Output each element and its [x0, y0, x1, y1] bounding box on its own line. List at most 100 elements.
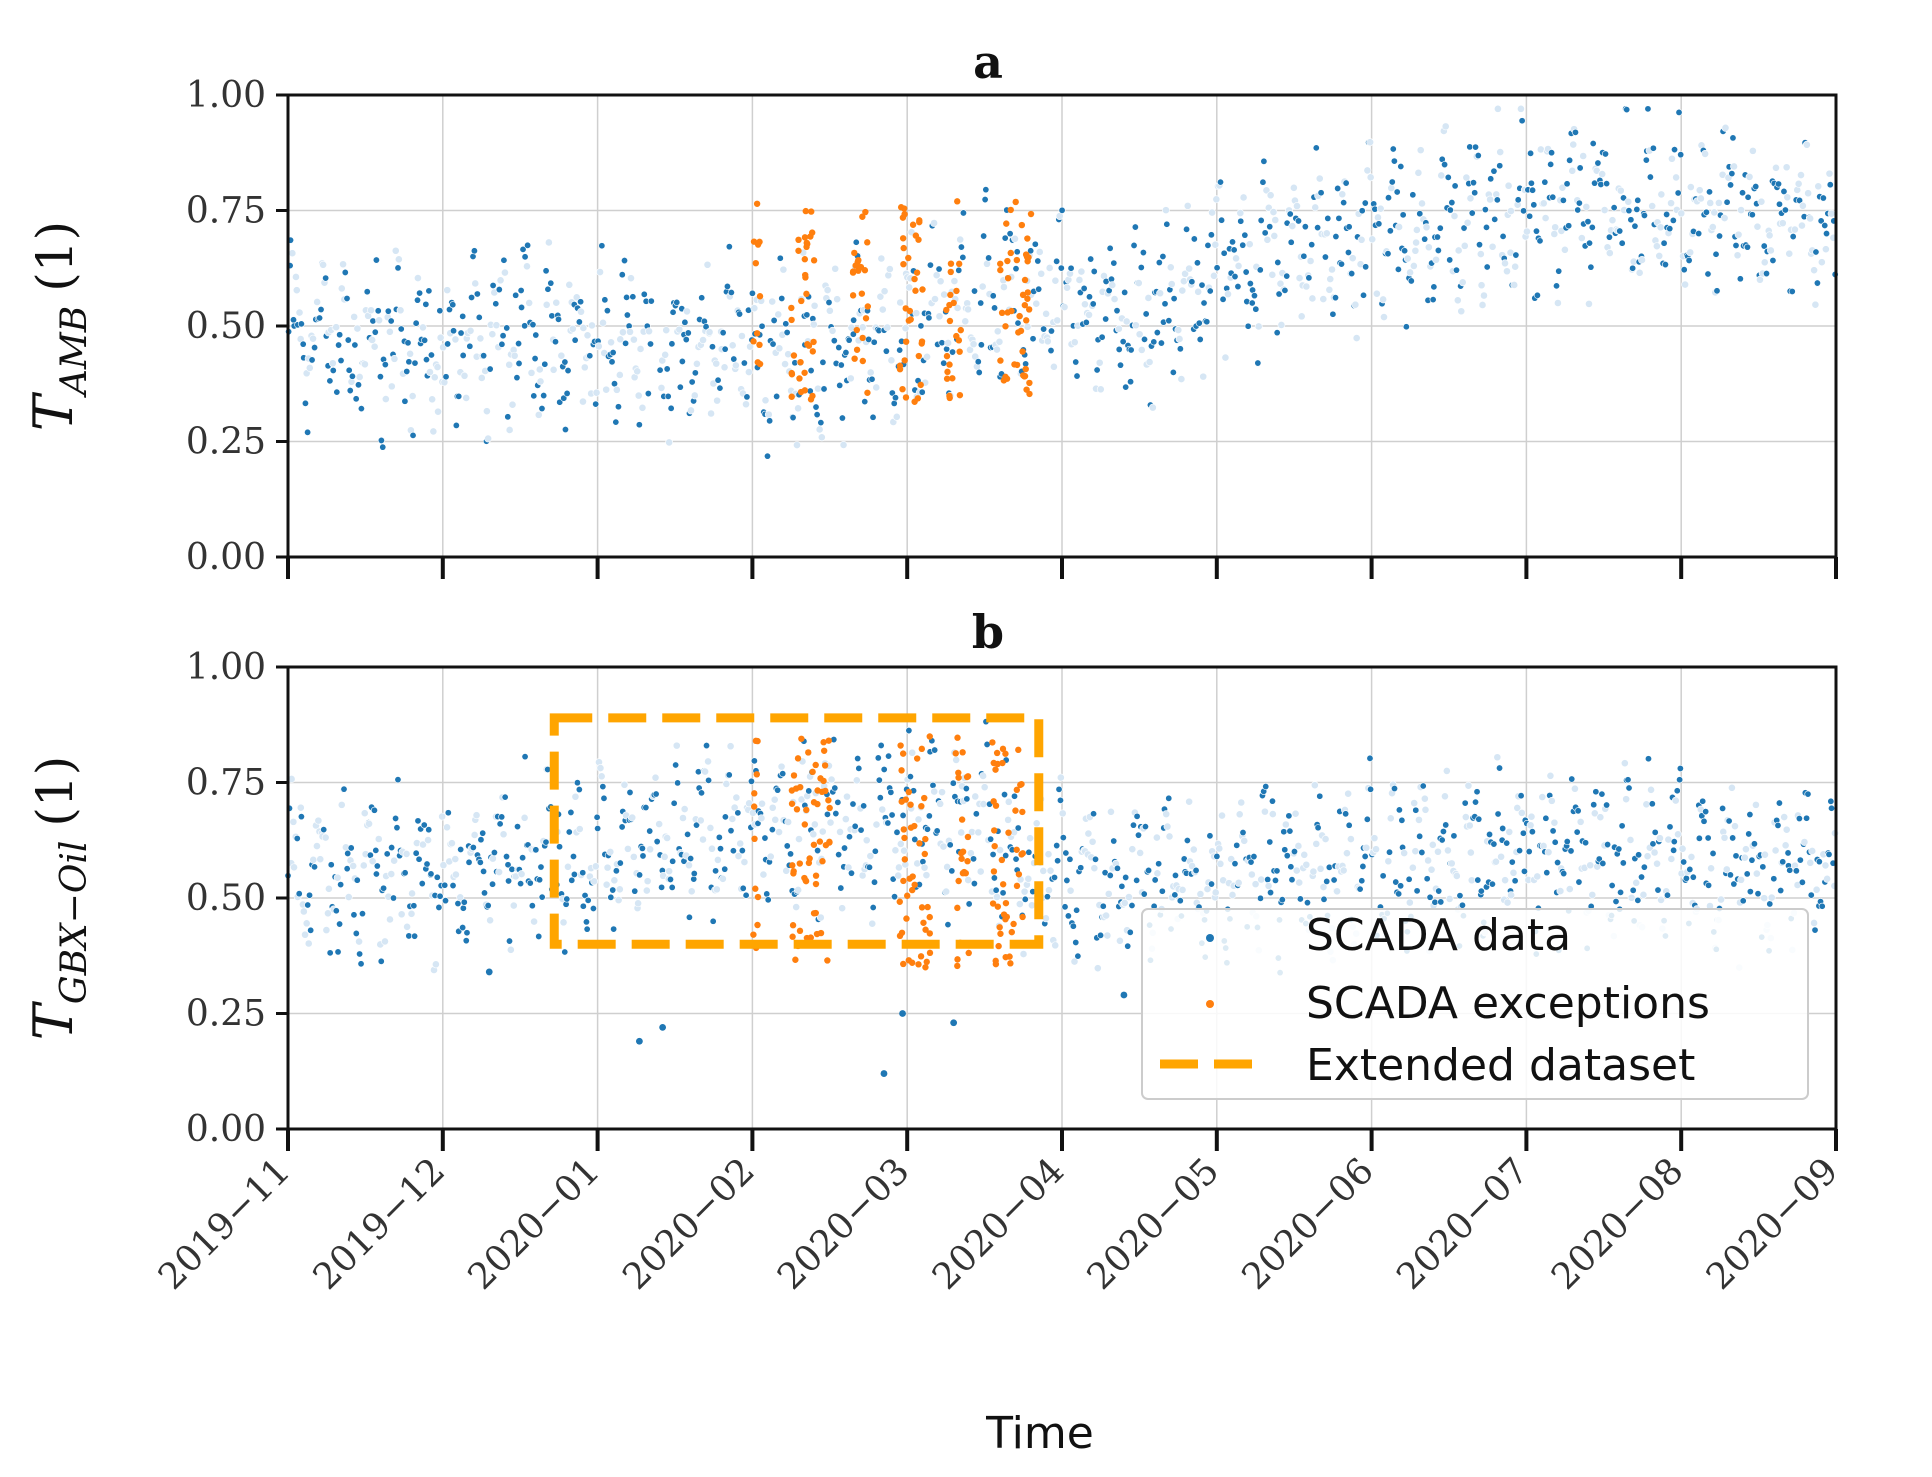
scada-data-point: [405, 932, 413, 940]
scada-exception-point: [751, 790, 758, 797]
scada-exception-point: [896, 366, 904, 373]
scada-exception-point: [997, 266, 1004, 274]
scada-data-point: [1234, 262, 1243, 270]
scada-data-point: [1150, 338, 1158, 346]
scada-data-point: [1563, 180, 1571, 188]
scada-data-point: [1409, 262, 1418, 270]
scada-data-point: [1423, 875, 1431, 883]
scada-data-point: [890, 399, 898, 407]
scada-data-point: [783, 328, 791, 336]
scada-exception-point: [943, 375, 951, 382]
scada-data-point: [985, 254, 993, 262]
scada-exception-point: [909, 886, 916, 894]
scada-data-point: [646, 827, 654, 835]
scada-data-point: [414, 817, 422, 825]
scada-data-point: [1004, 815, 1013, 824]
scada-data-point: [538, 893, 546, 901]
scada-data-point: [713, 396, 722, 405]
scada-data-point: [1174, 326, 1183, 334]
scada-data-point: [363, 288, 371, 296]
scada-data-point: [1656, 834, 1664, 843]
scada-data-point: [1400, 849, 1409, 857]
scada-data-point: [1745, 172, 1754, 181]
scada-data-point: [784, 818, 793, 826]
y-tick-label: 1.00: [186, 75, 266, 116]
scada-data-point: [559, 918, 568, 927]
scada-data-point: [352, 395, 360, 403]
scada-data-point: [819, 358, 827, 366]
scada-data-point: [843, 792, 851, 801]
scada-data-point: [1488, 242, 1497, 251]
scada-data-point: [932, 271, 941, 280]
scada-data-point: [1828, 804, 1836, 812]
scada-data-point: [739, 884, 747, 892]
scada-exception-point: [915, 352, 923, 360]
scada-data-point: [1514, 196, 1522, 204]
scada-data-point: [1632, 878, 1641, 887]
scada-data-point: [465, 858, 473, 866]
scada-data-point: [1058, 206, 1066, 214]
panel-a-ylabel: TAMB(1): [22, 221, 95, 431]
scada-data-point: [322, 274, 330, 282]
scada-data-point: [1097, 931, 1105, 939]
scada-data-point: [1456, 892, 1464, 900]
scada-data-point: [1345, 821, 1353, 829]
scada-exception-point: [805, 749, 812, 756]
scada-data-point: [1533, 291, 1541, 299]
scada-data-point: [1206, 287, 1214, 295]
scada-data-point: [1366, 173, 1375, 182]
scada-data-point: [1167, 280, 1176, 288]
scada-data-point: [1418, 848, 1426, 856]
scada-data-point: [344, 336, 352, 344]
scada-data-point: [1072, 938, 1080, 946]
y-tick-label: 0.00: [186, 537, 266, 578]
scada-data-point: [415, 855, 423, 863]
scada-exception-point: [752, 885, 759, 892]
scada-data-point: [673, 298, 681, 306]
scada-data-point: [537, 863, 545, 871]
scada-data-point: [501, 268, 509, 277]
scada-data-point: [521, 253, 529, 261]
scada-data-point: [1398, 816, 1406, 824]
scada-data-point: [1085, 293, 1093, 301]
scada-data-point: [1064, 912, 1072, 920]
scada-data-point: [911, 835, 919, 843]
scada-data-point: [990, 874, 998, 882]
scada-data-point: [466, 342, 474, 350]
scada-data-point: [1139, 249, 1147, 257]
scada-data-point: [935, 312, 944, 321]
scada-data-point: [1025, 848, 1033, 856]
scada-exception-point: [790, 772, 798, 779]
scada-data-point: [694, 768, 702, 776]
scada-data-point: [1565, 222, 1573, 230]
scada-data-point: [1145, 358, 1154, 366]
scada-data-point: [1406, 268, 1414, 277]
scada-data-point: [779, 770, 787, 778]
scada-data-point: [1091, 855, 1099, 863]
scada-data-point: [665, 438, 674, 447]
scada-data-point: [1434, 246, 1442, 254]
scada-data-point: [1472, 798, 1480, 806]
scada-data-point: [1301, 223, 1309, 231]
scada-data-point: [1189, 845, 1198, 854]
scada-data-point: [1565, 885, 1574, 893]
scada-data-point: [563, 389, 571, 397]
scada-data-point: [514, 823, 522, 831]
scada-data-point: [367, 306, 375, 315]
scada-data-point: [316, 855, 325, 864]
scada-data-point: [442, 897, 450, 905]
scada-data-point: [1740, 853, 1749, 862]
scada-data-point: [1311, 203, 1320, 212]
scada-data-point: [407, 909, 416, 918]
scada-data-point: [1674, 189, 1682, 197]
scada-data-point: [1442, 821, 1450, 829]
panel-b-ylabel-unit: (1): [26, 756, 84, 827]
scada-data-point: [1356, 885, 1364, 893]
legend-label-extended-dataset: Extended dataset: [1306, 1040, 1695, 1091]
scada-data-point: [1295, 274, 1304, 282]
scada-data-point: [1550, 230, 1559, 238]
scada-data-point: [738, 332, 746, 340]
scada-data-point: [1656, 223, 1665, 232]
scada-data-point: [1597, 180, 1605, 188]
scada-data-point: [1271, 216, 1280, 224]
